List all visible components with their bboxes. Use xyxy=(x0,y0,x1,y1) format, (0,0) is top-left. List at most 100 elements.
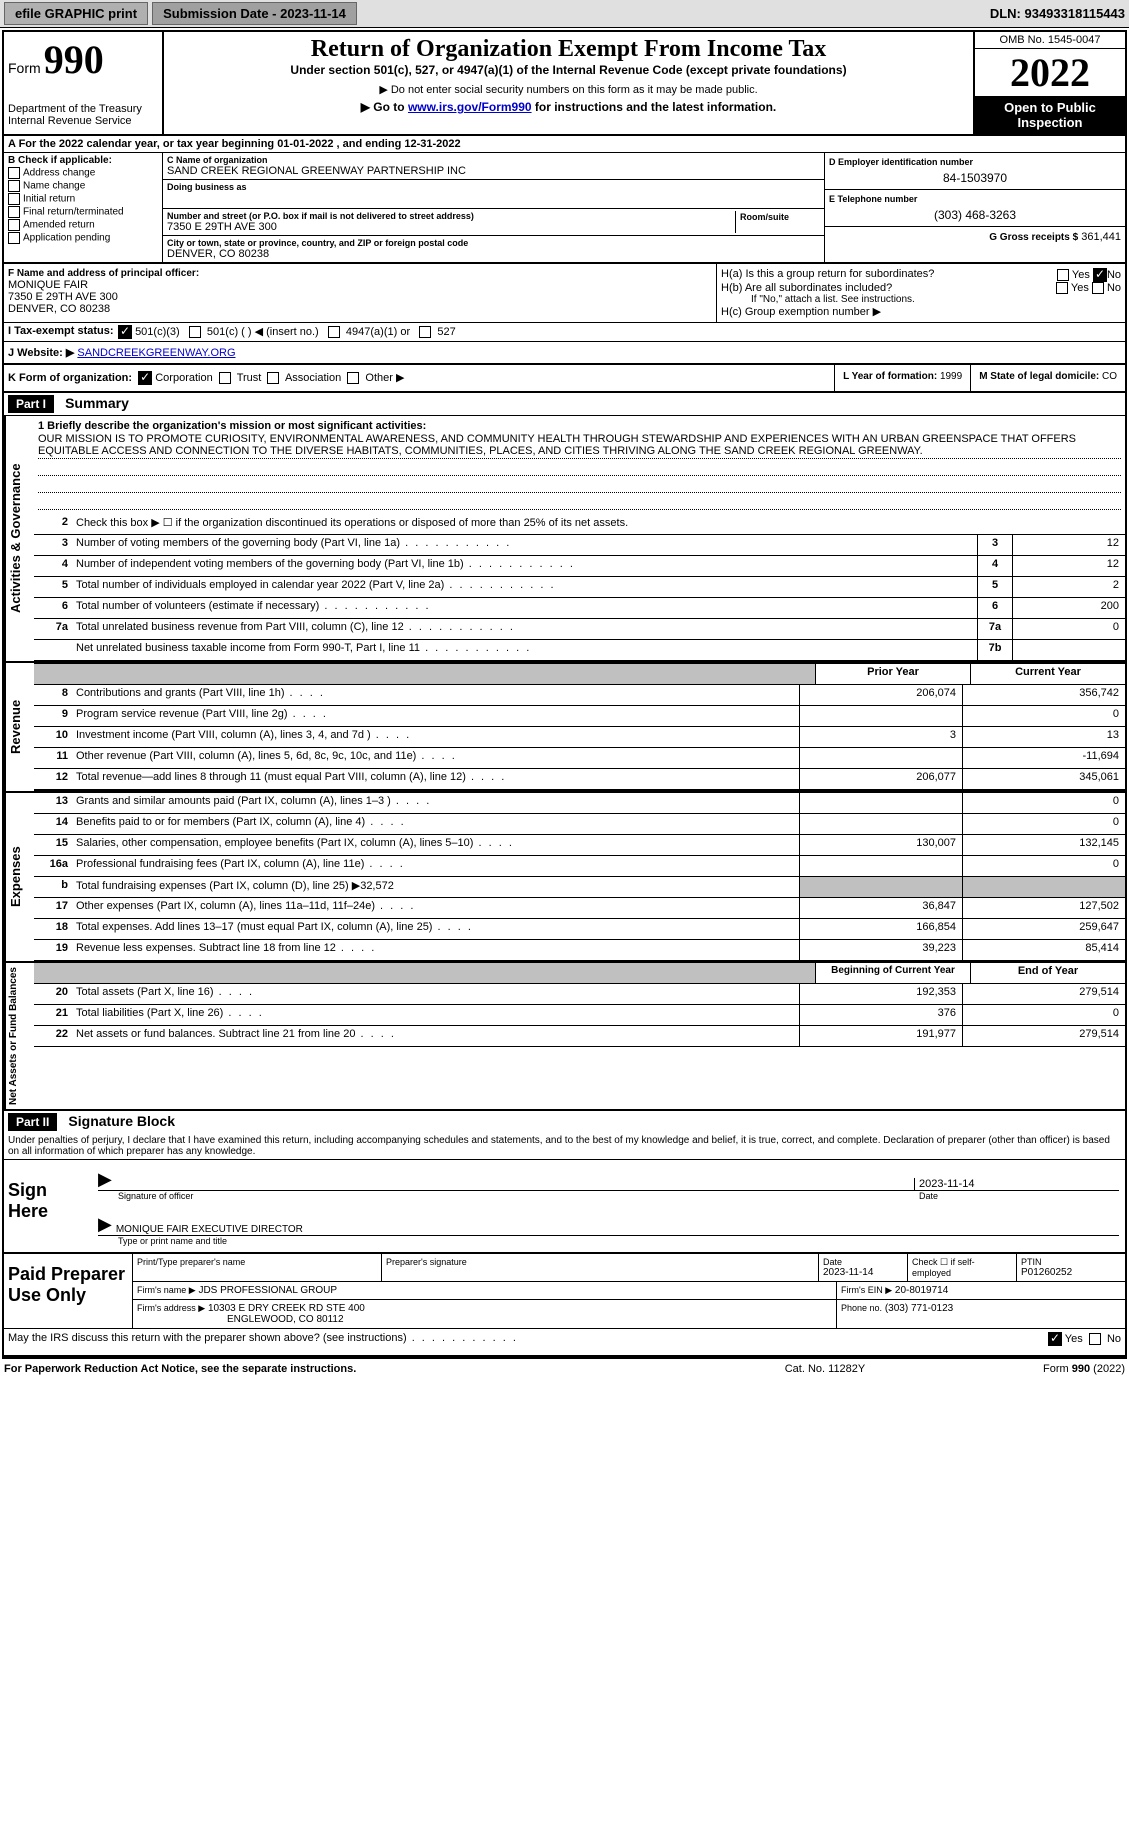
check-address-change: Address change xyxy=(8,167,158,179)
netassets-body: Beginning of Current Year End of Year 20… xyxy=(34,963,1125,1109)
k-right: L Year of formation: 1999 M State of leg… xyxy=(834,365,1125,391)
line-text: Investment income (Part VIII, column (A)… xyxy=(72,727,799,747)
line-text: Total expenses. Add lines 13–17 (must eq… xyxy=(72,919,799,939)
checkbox-icon[interactable] xyxy=(1092,282,1104,294)
prior-value: 36,847 xyxy=(799,898,962,918)
blank-cell xyxy=(34,963,72,983)
line-text: Revenue less expenses. Subtract line 18 … xyxy=(72,940,799,960)
paid-line-2: Firm's name ▶ JDS PROFESSIONAL GROUP Fir… xyxy=(133,1282,1125,1300)
current-value: 0 xyxy=(962,814,1125,834)
checkbox-icon[interactable] xyxy=(1056,282,1068,294)
paid-preparer-row: Paid Preparer Use Only Print/Type prepar… xyxy=(4,1252,1125,1328)
checkbox-icon[interactable] xyxy=(1057,269,1069,281)
firm-name: JDS PROFESSIONAL GROUP xyxy=(198,1285,337,1296)
ptin-value: P01260252 xyxy=(1021,1267,1121,1278)
checkbox-icon[interactable] xyxy=(8,206,20,218)
line-text: Net assets or fund balances. Subtract li… xyxy=(72,1026,799,1046)
line-ref-cell: 7b xyxy=(977,640,1012,660)
open-inspection: Open to Public Inspection xyxy=(975,96,1125,134)
officer-name: MONIQUE FAIR xyxy=(8,279,712,291)
part-2-header-row: Part II Signature Block xyxy=(4,1111,1125,1133)
form-note-1: ▶ Do not enter social security numbers o… xyxy=(168,83,969,96)
g-gross: G Gross receipts $ 361,441 xyxy=(825,227,1125,262)
revenue-vlabel: Revenue xyxy=(4,663,34,791)
line-num: 20 xyxy=(34,984,72,1004)
line-ref-cell: 4 xyxy=(977,556,1012,576)
year-cell: OMB No. 1545-0047 2022 Open to Public In… xyxy=(973,32,1125,134)
paid-line-3: Firm's address ▶ 10303 E DRY CREEK RD ST… xyxy=(133,1300,1125,1328)
l-year-formation: L Year of formation: 1999 xyxy=(834,365,970,391)
firm-addr-label: Firm's address ▶ xyxy=(137,1303,205,1313)
hc-label: H(c) Group exemption number ▶ xyxy=(721,305,1121,318)
current-value: 132,145 xyxy=(962,835,1125,855)
opt-527: 527 xyxy=(437,326,455,338)
checked-icon[interactable] xyxy=(1093,268,1107,282)
governance-vlabel: Activities & Governance xyxy=(4,416,34,661)
irs-link[interactable]: www.irs.gov/Form990 xyxy=(408,100,532,114)
current-value: 259,647 xyxy=(962,919,1125,939)
eoy-value: 0 xyxy=(962,1005,1125,1025)
checkbox-icon[interactable] xyxy=(219,372,231,384)
checkbox-icon[interactable] xyxy=(347,372,359,384)
checkbox-icon[interactable] xyxy=(8,180,20,192)
checkbox-icon[interactable] xyxy=(8,167,20,179)
checked-icon[interactable] xyxy=(1048,1332,1062,1346)
table-row: 10 Investment income (Part VIII, column … xyxy=(34,727,1125,748)
officer-print-name: MONIQUE FAIR EXECUTIVE DIRECTOR xyxy=(116,1224,303,1235)
prior-value: 166,854 xyxy=(799,919,962,939)
line-1-label: 1 Briefly describe the organization's mi… xyxy=(38,420,1121,432)
website-link[interactable]: SANDCREEKGREENWAY.ORG xyxy=(77,347,235,359)
k-assoc: Association xyxy=(285,372,341,384)
checkbox-icon[interactable] xyxy=(1089,1333,1101,1345)
section-c-org: C Name of organization SAND CREEK REGION… xyxy=(163,153,824,262)
current-value: 127,502 xyxy=(962,898,1125,918)
tax-year: 2022 xyxy=(975,49,1125,96)
checked-icon[interactable] xyxy=(138,371,152,385)
gross-value: 361,441 xyxy=(1081,231,1121,243)
line-num xyxy=(34,640,72,660)
table-row: 17 Other expenses (Part IX, column (A), … xyxy=(34,898,1125,919)
checked-icon[interactable] xyxy=(118,325,132,339)
checkbox-icon[interactable] xyxy=(328,326,340,338)
boy-value: 191,977 xyxy=(799,1026,962,1046)
checkbox-icon[interactable] xyxy=(8,219,20,231)
checkbox-icon[interactable] xyxy=(8,232,20,244)
table-row: 14 Benefits paid to or for members (Part… xyxy=(34,814,1125,835)
checkbox-icon[interactable] xyxy=(267,372,279,384)
h4: Check ☐ if self-employed xyxy=(908,1254,1017,1281)
check-initial-return: Initial return xyxy=(8,193,158,205)
form-prefix: Form xyxy=(8,60,41,76)
check-text: Final return/terminated xyxy=(23,207,124,218)
part-1-header-row: Part I Summary xyxy=(4,393,1125,416)
line-value: 200 xyxy=(1012,598,1125,618)
checkbox-icon[interactable] xyxy=(8,193,20,205)
table-row: 5 Total number of individuals employed i… xyxy=(34,577,1125,598)
checkbox-icon[interactable] xyxy=(419,326,431,338)
prep-date: 2023-11-14 xyxy=(823,1267,903,1278)
netassets-section: Net Assets or Fund Balances Beginning of… xyxy=(4,963,1125,1111)
efile-label: efile GRAPHIC print xyxy=(4,2,148,25)
officer-addr2: DENVER, CO 80238 xyxy=(8,303,712,315)
c-label: C Name of organization xyxy=(167,155,820,165)
submission-date-button[interactable]: Submission Date - 2023-11-14 xyxy=(152,2,357,25)
line-text: Contributions and grants (Part VIII, lin… xyxy=(72,685,799,705)
checkbox-icon[interactable] xyxy=(189,326,201,338)
part-2-badge: Part II xyxy=(8,1113,57,1131)
boy-value: 192,353 xyxy=(799,984,962,1004)
section-b-checks: B Check if applicable: Address change Na… xyxy=(4,153,163,262)
line-text: Total liabilities (Part X, line 26) xyxy=(72,1005,799,1025)
phone-value: (303) 468-3263 xyxy=(829,208,1121,222)
k-other: Other ▶ xyxy=(365,372,404,384)
check-text: Amended return xyxy=(23,220,95,231)
table-row: 9 Program service revenue (Part VIII, li… xyxy=(34,706,1125,727)
ha-label: H(a) Is this a group return for subordin… xyxy=(721,268,934,282)
i-label: I Tax-exempt status: xyxy=(8,325,118,339)
table-row: 11 Other revenue (Part VIII, column (A),… xyxy=(34,748,1125,769)
city-label: City or town, state or province, country… xyxy=(167,238,820,248)
line-num: 17 xyxy=(34,898,72,918)
line-value: 0 xyxy=(1012,619,1125,639)
governance-body: 1 Briefly describe the organization's mi… xyxy=(34,416,1125,661)
dept-label: Department of the Treasury Internal Reve… xyxy=(8,83,158,127)
g-label: G Gross receipts $ xyxy=(989,232,1078,243)
footer-right: Form 990 (2022) xyxy=(925,1363,1125,1375)
